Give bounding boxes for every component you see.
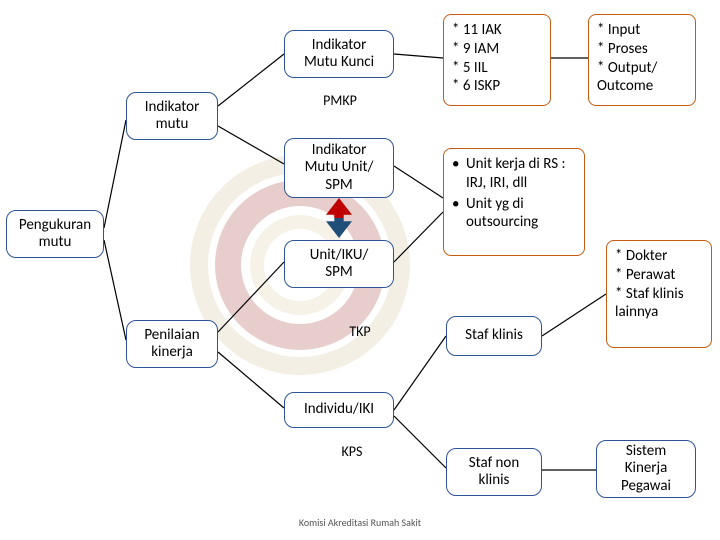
box-sistemKP: SistemKinerjaPegawai [596, 440, 696, 498]
label-pmkp: PMKP [300, 92, 380, 109]
box-pengukuran: Pengukuranmutu [6, 210, 104, 258]
note-dokter: * Dokter* Perawat* Staf klinis lainnya [606, 240, 712, 348]
note-iak: * 11 IAK* 9 IAM* 5 IIL* 6 ISKP [443, 14, 551, 106]
box-penilaian: Penilaiankinerja [126, 320, 218, 368]
note-unitKerja: •Unit kerja di RS : IRJ, IRI, dll•Unit y… [443, 148, 585, 256]
box-stafKlinis: Staf klinis [446, 316, 542, 356]
note-ipo: * Input* Proses* Output/ Outcome [588, 14, 696, 106]
box-individu: Individu/IKI [284, 392, 394, 428]
footer-text: Komisi Akreditasi Rumah Sakit [0, 516, 720, 529]
label-kps: KPS [312, 443, 392, 460]
label-tkp: TKP [320, 323, 400, 340]
box-indUnit: IndikatorMutu Unit/SPM [284, 138, 394, 198]
double-arrow-icon [326, 198, 352, 243]
box-unitIKU: Unit/IKU/SPM [284, 240, 394, 288]
box-indKunci: IndikatorMutu Kunci [284, 30, 394, 78]
box-indMutu: Indikatormutu [126, 92, 218, 140]
box-stafNon: Staf nonklinis [446, 448, 542, 496]
